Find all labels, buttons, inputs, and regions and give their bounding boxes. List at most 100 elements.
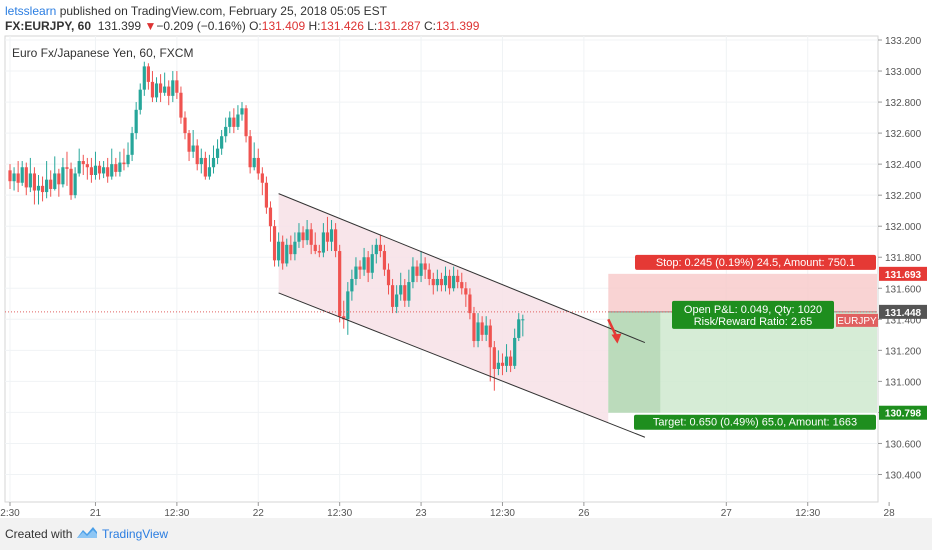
y-tick-label: 131.600 (885, 284, 922, 295)
current-price-tag-text: 131.448 (885, 308, 922, 319)
candle-body (492, 347, 496, 369)
candle-body (423, 263, 427, 270)
y-tick-label: 131.400 (885, 315, 922, 326)
candle-body (207, 167, 212, 177)
candle-body (370, 254, 374, 273)
candle-body (61, 167, 65, 185)
y-tick-label: 130.400 (885, 470, 922, 481)
candle-body (228, 117, 232, 127)
high-label: H: (308, 19, 321, 33)
candle-body (24, 167, 28, 188)
author-link[interactable]: letsslearn (5, 4, 57, 18)
candle-body (460, 282, 464, 289)
candle-body (313, 244, 317, 252)
target-label-bg (634, 414, 876, 430)
publish-info: letsslearn published on TradingView.com,… (5, 4, 387, 20)
candle-body (134, 109, 138, 134)
candle-body (138, 89, 142, 110)
last-price: 131.399 (97, 19, 142, 33)
overlays: Stop: 0.245 (0.19%) 24.5, Amount: 750.1 T… (5, 193, 878, 438)
x-tick-label: 12:30 (164, 508, 189, 518)
candle-body (496, 362, 500, 369)
candle-body (472, 313, 476, 342)
candle-body (240, 108, 244, 115)
candle-body (183, 117, 187, 134)
open-value: 131.409 (261, 19, 306, 33)
candle-body (464, 288, 468, 295)
candle-body (224, 126, 228, 137)
candle-body (256, 157, 260, 174)
change-arrow-icon: ▼ (144, 19, 157, 33)
candle-body (32, 173, 37, 191)
y-tick-label: 130.600 (885, 439, 922, 450)
symbol-tag-bg (836, 313, 878, 327)
candle-body (215, 148, 220, 158)
stop-price-tag: 131.693 (879, 266, 927, 281)
candle-body (110, 164, 114, 177)
candle-body (12, 173, 16, 182)
position-tool[interactable] (608, 273, 877, 413)
candle-body (350, 278, 354, 292)
candle-body (49, 179, 53, 189)
candle-body (399, 285, 403, 295)
candle-body (248, 136, 252, 168)
candle-body (268, 207, 273, 227)
candle-body (447, 275, 452, 289)
candle-body (521, 319, 525, 321)
candle-body (281, 241, 285, 264)
high-value: 131.426 (320, 19, 364, 33)
candle-body (236, 114, 240, 127)
candle-body (366, 257, 370, 273)
candle-body (309, 229, 313, 245)
candle-body (386, 269, 391, 286)
y-tick-label: 132.400 (885, 160, 922, 171)
candle-body (220, 136, 224, 149)
candle-body (154, 83, 159, 98)
candle-body (260, 173, 264, 183)
candle-body (264, 182, 269, 208)
candle-body (146, 66, 150, 82)
candle-body (517, 319, 521, 338)
candle-body (443, 275, 448, 286)
target-label: Target: 0.650 (0.49%) 65.0, Amount: 1663 (634, 414, 876, 430)
tradingview-link[interactable]: TradingView (102, 527, 169, 541)
time-axis[interactable]: 2:30 21 12:30 22 12:30 23 12:30 26 27 12:30 28 (0, 502, 895, 518)
candle-body (114, 164, 118, 172)
x-tick-label: 12:30 (327, 508, 352, 518)
candle-body (179, 92, 183, 118)
symbol-label: FX:EURJPY, 60 (5, 19, 92, 33)
created-with-text: Created with (5, 527, 73, 541)
candle-body (106, 167, 110, 177)
candle-body (468, 294, 472, 314)
candle-body (93, 165, 98, 175)
candle-body (395, 294, 399, 307)
candle-body (150, 81, 155, 98)
x-tick-label: 12:30 (490, 508, 515, 518)
x-tick-label: 12:30 (795, 508, 820, 518)
candle-body (65, 167, 69, 169)
candle-body (272, 226, 277, 261)
symbol-info: FX:EURJPY, 60 131.399 ▼−0.209 (−0.16%) O… (5, 19, 479, 35)
candle-body (171, 80, 175, 96)
y-tick-label: 132.600 (885, 129, 922, 140)
tradingview-logo-icon[interactable] (76, 524, 98, 542)
candle-body (435, 278, 439, 286)
candle-body (126, 154, 130, 165)
channel (278, 193, 609, 423)
target-price-tag-bg (879, 405, 927, 420)
x-tick-label: 2:30 (0, 508, 20, 518)
x-tick-label: 27 (721, 508, 733, 518)
price-chart[interactable]: Stop: 0.245 (0.19%) 24.5, Amount: 750.1 T… (0, 0, 932, 518)
symbol-tag-text: EURJPY (837, 316, 877, 327)
candle-body (277, 241, 281, 261)
candle-body (167, 86, 171, 96)
candle-body (403, 285, 407, 301)
candle-body (36, 185, 41, 191)
candle-body (456, 275, 460, 283)
price-axis[interactable]: 133.200 133.000 132.800 132.600 132.400 132.2… (878, 36, 927, 481)
candle-body (415, 266, 419, 276)
x-tick-label: 21 (90, 508, 102, 518)
candle-body (142, 66, 146, 90)
candle-body (346, 291, 350, 320)
